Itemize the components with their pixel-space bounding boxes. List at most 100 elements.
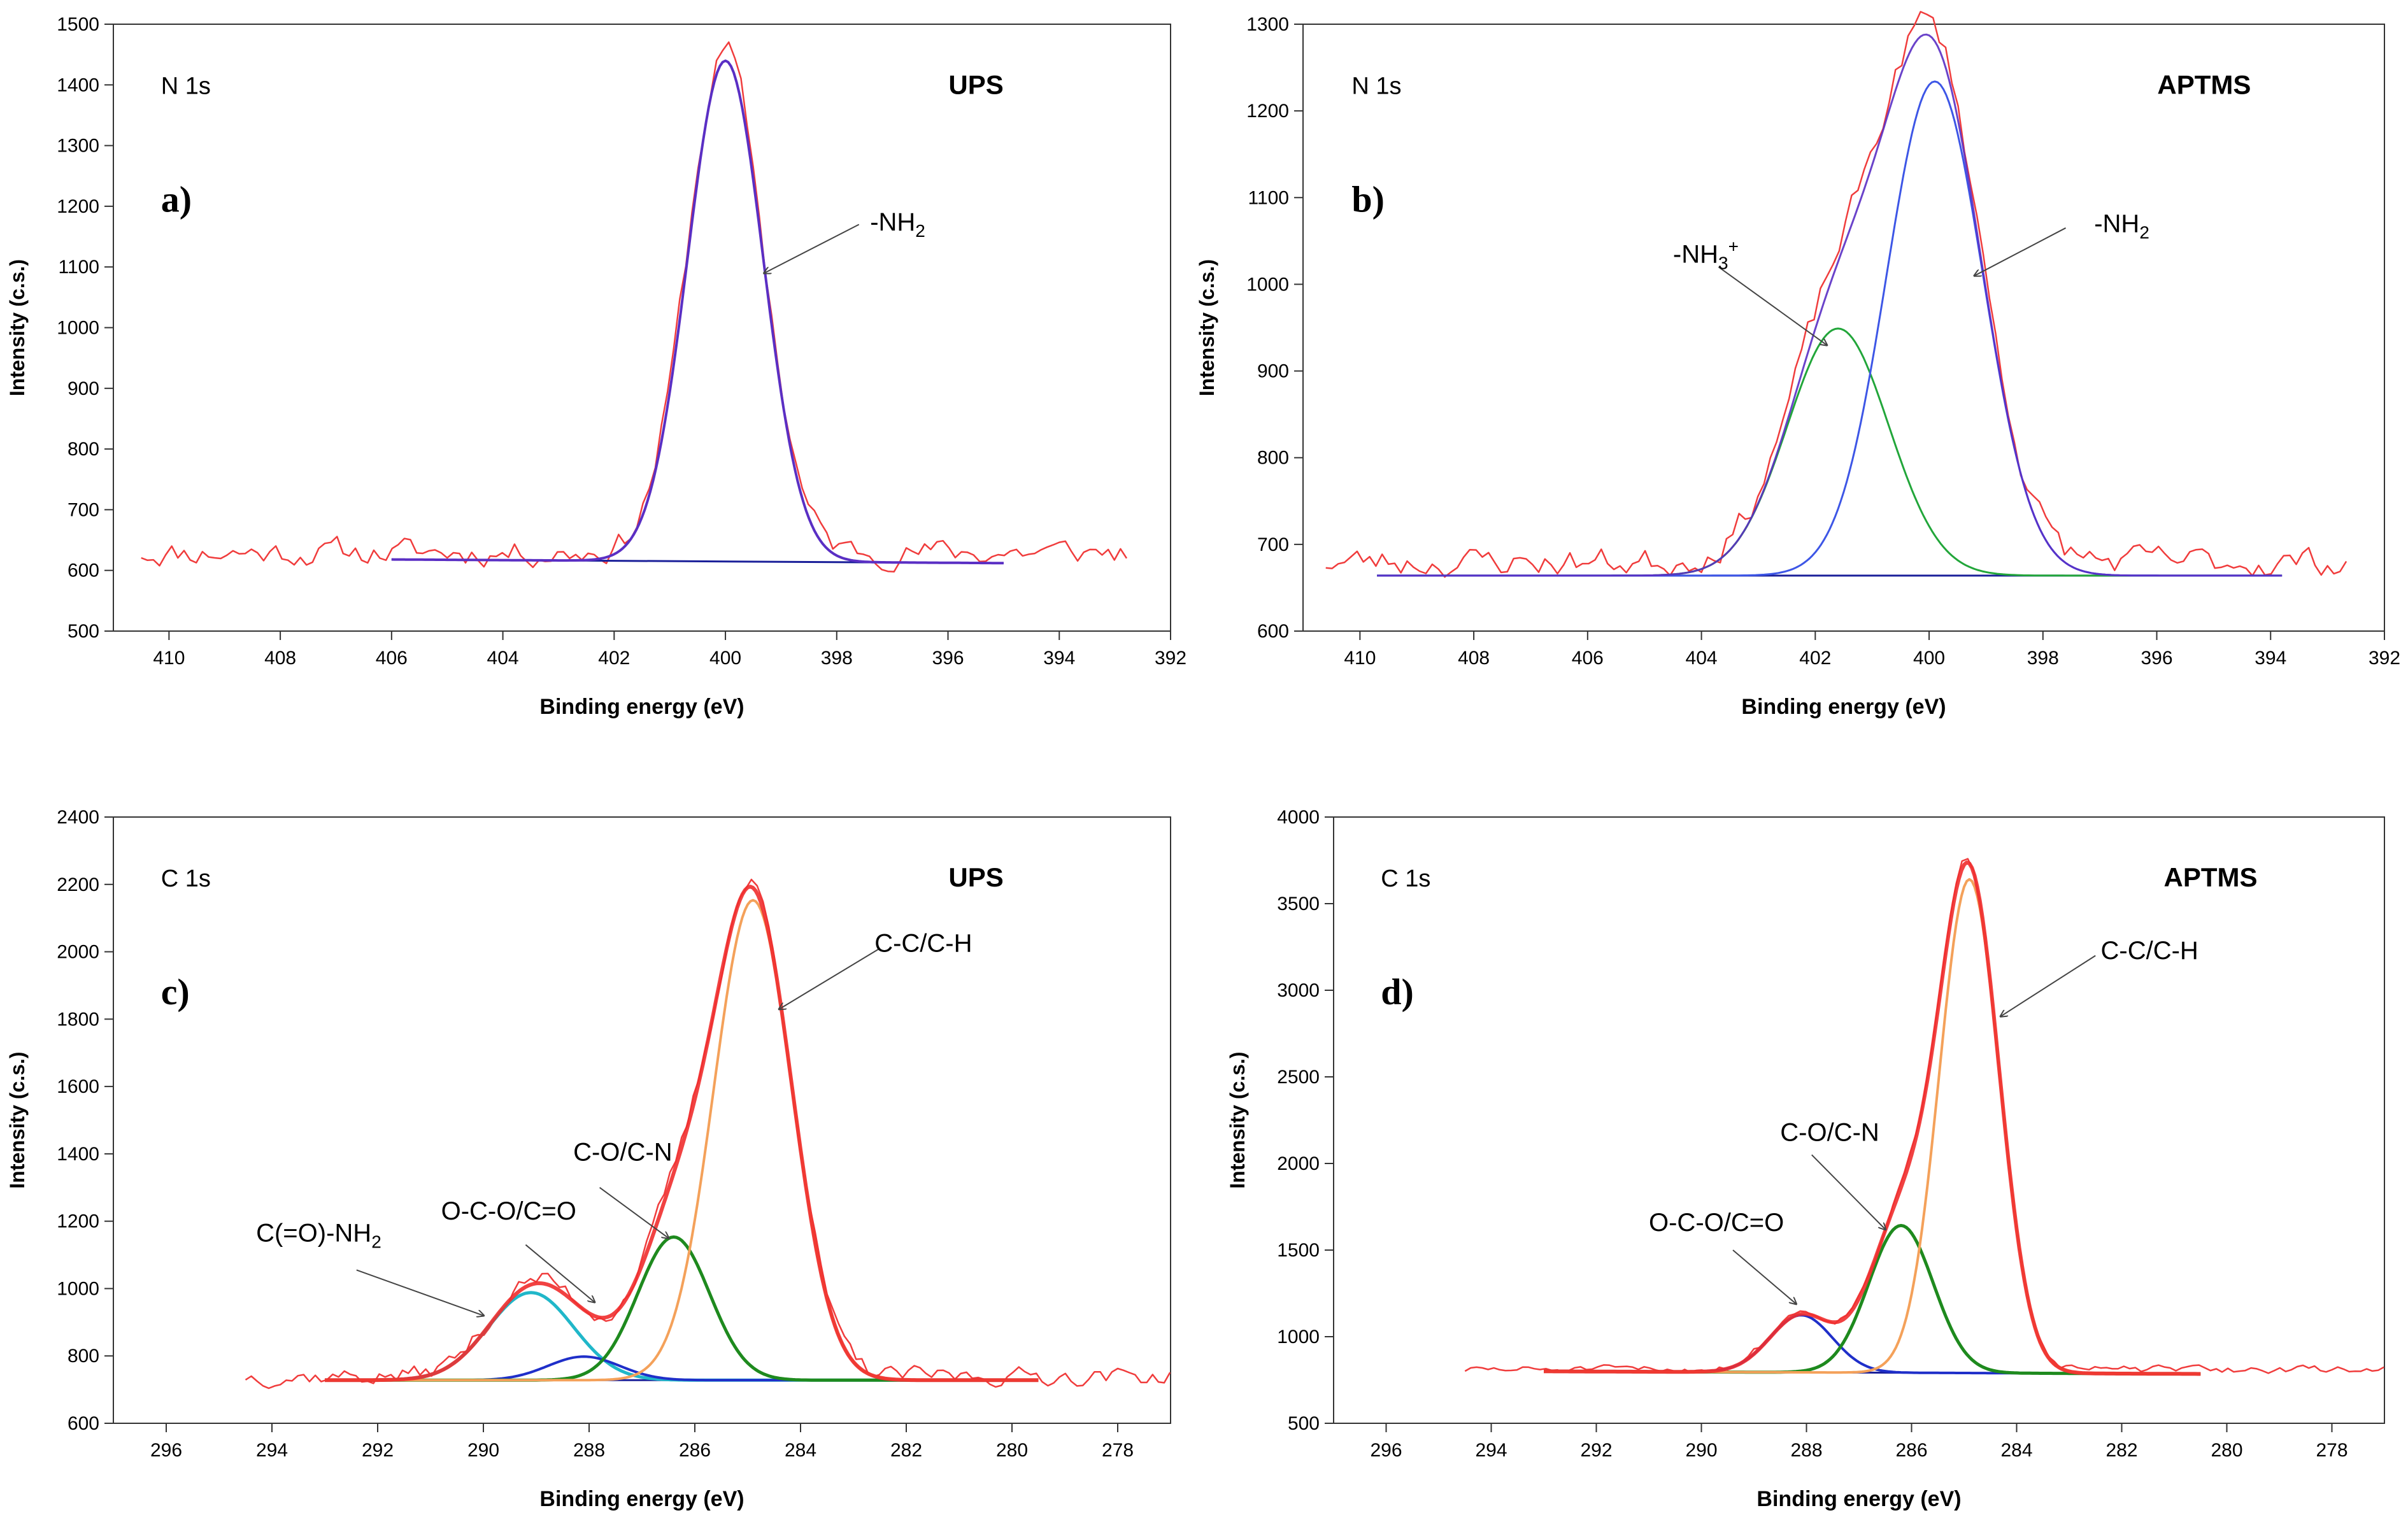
fit-envelope-line	[325, 885, 1039, 1383]
annotation-superscript: +	[1728, 236, 1739, 256]
x-axis-label: Binding energy (eV)	[1741, 695, 1946, 719]
y-tick-label: 1800	[57, 1009, 99, 1030]
x-tick-label: 398	[821, 648, 853, 669]
x-tick-label: 284	[785, 1440, 816, 1461]
y-tick-label: 500	[68, 621, 99, 642]
annotation-arrow	[599, 1186, 669, 1238]
fit-envelope-line	[1544, 860, 2201, 1376]
annotation-subscript: 2	[2139, 223, 2149, 243]
annotation-text: C(=O)-NH	[256, 1219, 371, 1247]
annotation-text: C-C/C-H	[874, 930, 972, 958]
annotation-text: -NH	[1673, 240, 1718, 268]
x-tick-label: 292	[362, 1440, 394, 1461]
x-tick-label: 278	[1102, 1440, 1134, 1461]
x-tick-label: 404	[1686, 648, 1718, 669]
annotation-text: -NH	[870, 208, 915, 236]
sample-label: UPS	[948, 69, 1003, 99]
annotation-arrow	[1732, 1249, 1796, 1304]
x-tick-label: 290	[467, 1440, 499, 1461]
x-tick-label: 408	[1458, 648, 1490, 669]
x-tick-label: 294	[256, 1440, 288, 1461]
annotation-subscript: 2	[915, 221, 925, 241]
raw-spectrum-line	[1325, 11, 2347, 578]
plot-frame	[1333, 816, 2385, 1424]
x-tick-label: 282	[890, 1440, 922, 1461]
x-tick-label: 290	[1685, 1440, 1717, 1461]
x-tick-label: 292	[1580, 1440, 1612, 1461]
annotation-arrow	[1718, 266, 1827, 345]
y-tick-label: 1100	[58, 257, 99, 278]
panel-c: 600 800 1000 1200 1400 1600 1800 2000 2200 2400 29…	[6, 807, 1171, 1511]
y-tick-label: 1000	[1246, 274, 1289, 295]
y-tick-label: 1200	[57, 1211, 99, 1232]
y-axis-label: Intensity (c.s.)	[6, 1051, 29, 1188]
x-tick-label: 404	[487, 648, 519, 669]
annotation-text: O-C-O/C=O	[1649, 1209, 1784, 1237]
panels: 500 600 700 800 900 1000 1100 1200 1300 1400 1500 4…	[6, 11, 2400, 1511]
annotation-label: C(=O)-NH2	[256, 1219, 381, 1251]
y-tick-label: 1000	[57, 318, 99, 339]
y-tick-label: 900	[1257, 361, 1289, 382]
y-tick-label: 2000	[1277, 1153, 1320, 1174]
y-tick-label: 500	[1288, 1413, 1320, 1434]
panel-b: 600 700 800 900 1000 1100 1200 1300 410 408 406 404…	[1195, 11, 2400, 719]
panel-letter: a)	[161, 178, 192, 220]
y-tick-label: 600	[68, 1413, 99, 1434]
x-tick-label: 398	[2027, 648, 2059, 669]
x-tick-label: 406	[376, 648, 408, 669]
y-tick-label: 700	[68, 499, 99, 520]
x-tick-label: 392	[1155, 648, 1186, 669]
y-tick-label: 3000	[1277, 980, 1320, 1001]
x-tick-label: 394	[2255, 648, 2286, 669]
y-tick-label: 1000	[57, 1278, 99, 1299]
y-axis-label: Intensity (c.s.)	[1195, 259, 1218, 396]
y-tick-label: 800	[1257, 448, 1289, 469]
y-tick-label: 2400	[57, 807, 99, 828]
x-axis-label: Binding energy (eV)	[1756, 1487, 1961, 1511]
x-tick-label: 296	[1370, 1440, 1402, 1461]
x-tick-label: 286	[679, 1440, 711, 1461]
x-tick-label: 392	[2369, 648, 2400, 669]
annotation-label: C-C/C-H	[874, 930, 972, 958]
y-tick-label: 2500	[1277, 1067, 1320, 1088]
annotation-subscript: 3	[1718, 253, 1728, 273]
y-tick-label: 1400	[57, 75, 99, 96]
x-tick-label: 296	[150, 1440, 182, 1461]
annotation-label: C-O/C-N	[573, 1138, 673, 1166]
x-tick-label: 408	[264, 648, 296, 669]
annotation-text: C-C/C-H	[2101, 937, 2198, 965]
x-tick-label: 288	[1790, 1440, 1822, 1461]
x-tick-label: 410	[1344, 648, 1376, 669]
annotation-label: -NH3+	[1673, 236, 1739, 273]
x-tick-label: 402	[1799, 648, 1831, 669]
annotation-label: -NH2	[870, 208, 925, 241]
y-tick-label: 700	[1257, 534, 1289, 555]
annotation-arrow	[525, 1244, 594, 1302]
sample-label: APTMS	[2164, 862, 2258, 892]
x-tick-label: 394	[1043, 648, 1075, 669]
annotation-arrow	[780, 948, 881, 1009]
core-level-label: C 1s	[1381, 865, 1430, 892]
y-tick-label: 600	[1257, 621, 1289, 642]
y-tick-label: 600	[68, 560, 99, 581]
annotation-arrow	[1811, 1154, 1886, 1229]
sample-label: APTMS	[2157, 69, 2251, 99]
panel-d: 500 1000 1500 2000 2500 3000 3500 4000 296 294 292…	[1226, 807, 2385, 1511]
y-tick-label: 1500	[1277, 1240, 1320, 1261]
y-tick-label: 4000	[1277, 807, 1320, 828]
y-tick-label: 1000	[1277, 1326, 1320, 1348]
annotation-arrow	[1975, 227, 2067, 276]
annotation-label: -NH2	[2094, 210, 2149, 243]
y-tick-label: 1600	[57, 1076, 99, 1097]
panel-letter: c)	[161, 971, 190, 1013]
sample-label: UPS	[948, 862, 1003, 892]
y-tick-label: 1200	[57, 196, 99, 217]
annotation-text: C-O/C-N	[573, 1138, 673, 1166]
y-tick-label: 1200	[1246, 101, 1289, 122]
y-tick-label: 1400	[57, 1144, 99, 1165]
core-level-label: N 1s	[1351, 73, 1401, 99]
x-tick-label: 406	[1572, 648, 1604, 669]
y-tick-label: 1500	[57, 14, 99, 35]
